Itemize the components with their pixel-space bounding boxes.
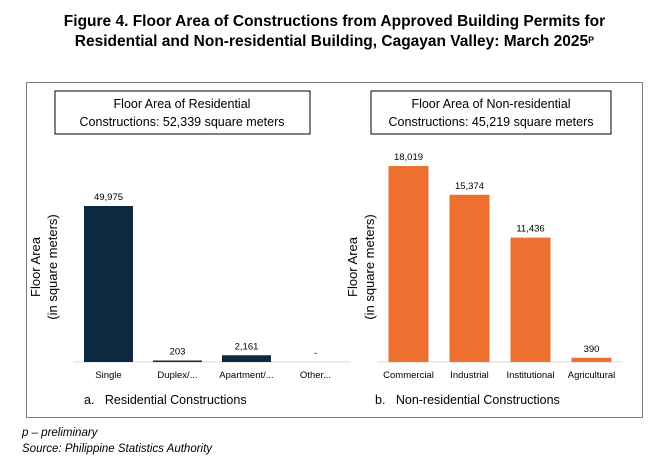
- residential-category-label-apartment: Apartment/...: [219, 370, 273, 381]
- residential-data-label-other: -: [314, 348, 317, 359]
- panel-residential: Floor Area of Residential Constructions:…: [28, 90, 350, 407]
- nonresidential-data-label-industrial: 15,374: [455, 181, 484, 192]
- nonresidential-bars: 18,019 Commercial 15,374 Industrial 11,436 In…: [383, 152, 615, 381]
- residential-data-label-single: 49,975: [94, 192, 123, 203]
- nonresidential-bar-agricultural: [571, 357, 612, 362]
- residential-category-label-single: Single: [95, 370, 121, 381]
- residential-summary-box: [54, 90, 311, 135]
- nonresidential-data-label-commercial: 18,019: [394, 152, 423, 163]
- residential-ylabel-line2: (in square meters): [45, 214, 60, 319]
- figure-title-line2-text: Residential and Non-residential Building…: [74, 33, 589, 50]
- nonresidential-summary-box: [370, 90, 612, 135]
- residential-ylabel-line1: Floor Area: [28, 236, 43, 297]
- figure-title-line2: Residential and Non-residential Building…: [0, 32, 669, 52]
- preliminary-marker: P: [588, 35, 595, 45]
- residential-summary-line1: Floor Area of Residential: [114, 97, 251, 111]
- residential-bars: 49,975 Single 203 Duplex/... 2,161 Apartment/…: [84, 192, 331, 381]
- nonresidential-ylabel-line1: Floor Area: [345, 236, 360, 297]
- residential-bar-apartment: [222, 355, 271, 362]
- nonresidential-bar-industrial: [449, 194, 490, 362]
- nonresidential-ylabel-line2: (in square meters): [362, 214, 377, 319]
- figure-title-line1: Figure 4. Floor Area of Constructions fr…: [63, 13, 606, 30]
- residential-data-label-duplex: 203: [170, 347, 186, 358]
- residential-bar-duplex: [153, 360, 202, 362]
- nonresidential-summary-line1: Floor Area of Non-residential: [411, 97, 570, 111]
- nonresidential-bar-commercial: [388, 166, 429, 362]
- nonresidential-category-label-industrial: Industrial: [450, 370, 489, 381]
- residential-data-label-apartment: 2,161: [235, 341, 259, 352]
- nonresidential-category-label-agricultural: Agricultural: [568, 370, 616, 381]
- residential-bar-single: [84, 206, 133, 362]
- nonresidential-category-label-commercial: Commercial: [383, 370, 434, 381]
- chart-frame: [26, 82, 643, 418]
- nonresidential-data-label-agricultural: 390: [584, 344, 600, 355]
- nonresidential-category-label-institutional: Institutional: [506, 370, 554, 381]
- residential-caption: a. Residential Constructions: [84, 393, 247, 407]
- footnote: p – preliminary: [22, 427, 98, 439]
- nonresidential-data-label-institutional: 11,436: [516, 224, 544, 235]
- nonresidential-summary-line2: Constructions: 45,219 square meters: [389, 115, 594, 129]
- source-note: Source: Philippine Statistics Authority: [22, 443, 213, 455]
- nonresidential-caption: b. Non-residential Constructions: [375, 393, 560, 407]
- nonresidential-bar-institutional: [510, 237, 551, 362]
- residential-summary-line2: Constructions: 52,339 square meters: [80, 115, 285, 129]
- residential-category-label-duplex: Duplex/...: [157, 370, 197, 381]
- figure-title: Figure 4. Floor Area of Constructions fr…: [0, 12, 669, 52]
- panel-nonresidential: Floor Area of Non-residential Constructi…: [345, 90, 622, 407]
- residential-category-label-other: Other...: [300, 370, 331, 381]
